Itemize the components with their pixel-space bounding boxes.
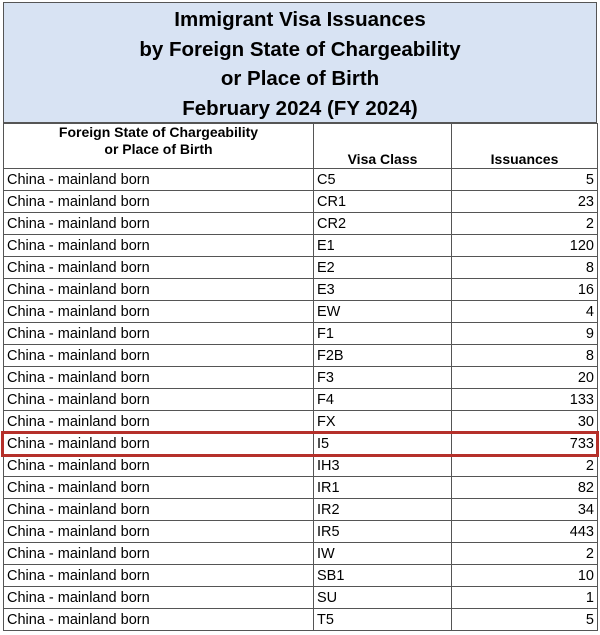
cell-country: China - mainland born	[3, 476, 314, 499]
cell-visa-class: E1	[313, 234, 452, 257]
cell-visa-class: IH3	[313, 454, 452, 477]
cell-visa-class: E2	[313, 256, 452, 279]
cell-issuances: 9	[451, 322, 598, 345]
cell-visa-class: F3	[313, 366, 452, 389]
table-row: China - mainland born CR1 23	[3, 190, 598, 213]
cell-country: China - mainland born	[3, 278, 314, 301]
header-country: Foreign State of Chargeability or Place …	[3, 123, 314, 169]
table-row: China - mainland born T5 5	[3, 608, 598, 631]
cell-country: China - mainland born	[3, 410, 314, 433]
cell-issuances: 733	[451, 432, 598, 455]
cell-country: China - mainland born	[3, 454, 314, 477]
cell-issuances: 5	[451, 168, 598, 191]
cell-issuances: 20	[451, 366, 598, 389]
cell-country: China - mainland born	[3, 256, 314, 279]
cell-country: China - mainland born	[3, 586, 314, 609]
issuance-table: Foreign State of Chargeability or Place …	[3, 123, 598, 631]
title-line-1: Immigrant Visa Issuances	[174, 8, 426, 31]
cell-issuances: 30	[451, 410, 598, 433]
table-row: China - mainland born E3 16	[3, 278, 598, 301]
cell-country: China - mainland born	[3, 322, 314, 345]
cell-country: China - mainland born	[3, 212, 314, 235]
cell-country: China - mainland born	[3, 388, 314, 411]
header-visa-class: Visa Class	[313, 123, 452, 169]
cell-visa-class: CR2	[313, 212, 452, 235]
table-row: China - mainland born C5 5	[3, 168, 598, 191]
cell-visa-class: IW	[313, 542, 452, 565]
cell-visa-class: IR1	[313, 476, 452, 499]
table-row: China - mainland born IR5 443	[3, 520, 598, 543]
cell-issuances: 8	[451, 256, 598, 279]
table-row: China - mainland born SB1 10	[3, 564, 598, 587]
header-country-line-1: Foreign State of Chargeability	[58, 124, 259, 141]
report-title: Immigrant Visa Issuances by Foreign Stat…	[3, 2, 597, 123]
cell-visa-class: SU	[313, 586, 452, 609]
cell-country: China - mainland born	[3, 366, 314, 389]
table-row: China - mainland born CR2 2	[3, 212, 598, 235]
table-row: China - mainland born IW 2	[3, 542, 598, 565]
cell-issuances: 120	[451, 234, 598, 257]
cell-visa-class: IR2	[313, 498, 452, 521]
table-row: China - mainland born F3 20	[3, 366, 598, 389]
cell-visa-class: F2B	[313, 344, 452, 367]
cell-issuances: 34	[451, 498, 598, 521]
cell-issuances: 2	[451, 454, 598, 477]
table-row: China - mainland born SU 1	[3, 586, 598, 609]
table-body: China - mainland born C5 5 China - mainland…	[3, 168, 598, 631]
cell-visa-class: SB1	[313, 564, 452, 587]
cell-issuances: 133	[451, 388, 598, 411]
cell-country: China - mainland born	[3, 190, 314, 213]
cell-country: China - mainland born	[3, 234, 314, 257]
cell-country: China - mainland born	[3, 498, 314, 521]
cell-visa-class: T5	[313, 608, 452, 631]
cell-issuances: 8	[451, 344, 598, 367]
header-country-line-2: or Place of Birth	[104, 141, 213, 157]
table-row: China - mainland born EW 4	[3, 300, 598, 323]
cell-issuances: 1	[451, 586, 598, 609]
cell-country: China - mainland born	[3, 344, 314, 367]
table-row: China - mainland born F4 133	[3, 388, 598, 411]
title-line-3: or Place of Birth	[220, 67, 380, 90]
cell-issuances: 4	[451, 300, 598, 323]
cell-country: China - mainland born	[3, 608, 314, 631]
table-row: China - mainland born F1 9	[3, 322, 598, 345]
table-row: China - mainland born E1 120	[3, 234, 598, 257]
cell-country: China - mainland born	[3, 300, 314, 323]
cell-visa-class: IR5	[313, 520, 452, 543]
cell-issuances: 82	[451, 476, 598, 499]
cell-visa-class: C5	[313, 168, 452, 191]
cell-country: China - mainland born	[3, 542, 314, 565]
cell-issuances: 2	[451, 212, 598, 235]
table-row: China - mainland born IR2 34	[3, 498, 598, 521]
cell-issuances: 23	[451, 190, 598, 213]
table-row: China - mainland born IR1 82	[3, 476, 598, 499]
cell-issuances: 5	[451, 608, 598, 631]
cell-issuances: 10	[451, 564, 598, 587]
header-issuances: Issuances	[451, 123, 598, 169]
table-header-row: Foreign State of Chargeability or Place …	[3, 123, 598, 169]
cell-visa-class: FX	[313, 410, 452, 433]
cell-visa-class: CR1	[313, 190, 452, 213]
table-row: China - mainland born FX 30	[3, 410, 598, 433]
cell-issuances: 16	[451, 278, 598, 301]
cell-visa-class: I5	[313, 432, 452, 455]
title-line-4: February 2024 (FY 2024)	[182, 96, 418, 120]
cell-country: China - mainland born	[3, 168, 314, 191]
table-row: China - mainland born F2B 8	[3, 344, 598, 367]
cell-visa-class: F1	[313, 322, 452, 345]
cell-country: China - mainland born	[3, 432, 314, 455]
cell-issuances: 2	[451, 542, 598, 565]
title-line-2: by Foreign State of Chargeability	[139, 37, 461, 61]
cell-visa-class: E3	[313, 278, 452, 301]
table-row: China - mainland born E2 8	[3, 256, 598, 279]
table-row: China - mainland born I5 733	[3, 432, 598, 455]
table-row: China - mainland born IH3 2	[3, 454, 598, 477]
cell-visa-class: F4	[313, 388, 452, 411]
cell-country: China - mainland born	[3, 564, 314, 587]
cell-visa-class: EW	[313, 300, 452, 323]
cell-issuances: 443	[451, 520, 598, 543]
cell-country: China - mainland born	[3, 520, 314, 543]
